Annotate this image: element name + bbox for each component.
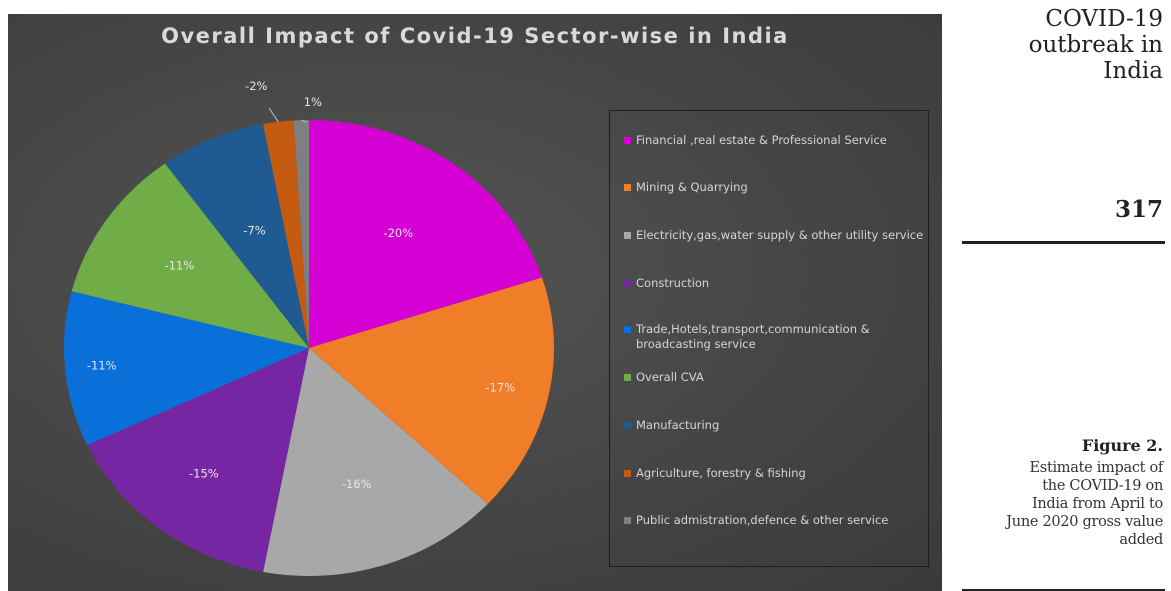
- slice-data-label: -11%: [164, 258, 194, 272]
- legend-item: Manufacturing: [624, 418, 924, 433]
- legend-item: Mining & Quarrying: [624, 180, 924, 195]
- slice-data-label: -2%: [245, 79, 267, 93]
- slice-data-label: 1%: [304, 95, 322, 109]
- legend-swatch: [624, 184, 631, 191]
- legend-swatch: [624, 326, 631, 333]
- caption-line: the COVID-19 on: [1042, 478, 1163, 494]
- slice-data-label: -17%: [485, 380, 515, 394]
- legend-label: Public admistration,defence & other serv…: [636, 513, 889, 527]
- caption-line: India from April to: [1031, 496, 1163, 512]
- caption-line: June 2020 gross value: [1006, 514, 1163, 530]
- divider-rule: [962, 241, 1165, 244]
- pie-slice: [309, 120, 543, 348]
- legend-item: Electricity,gas,water supply & other uti…: [624, 228, 924, 243]
- caption-line: Estimate impact of: [1029, 460, 1164, 476]
- pie-slice: [293, 120, 309, 348]
- side-title-line: COVID-19: [1045, 6, 1163, 32]
- legend-item: Public admistration,defence & other serv…: [624, 513, 924, 528]
- legend-item: Construction: [624, 276, 924, 291]
- figure-label: Figure 2.: [1081, 436, 1163, 455]
- legend-label: Construction: [636, 276, 710, 290]
- pie-slice: [263, 120, 309, 348]
- leader-line: [301, 119, 307, 123]
- side-title-line: India: [1103, 58, 1163, 84]
- chart-panel: Overall Impact of Covid-19 Sector-wise i…: [8, 14, 942, 591]
- legend-swatch: [624, 470, 631, 477]
- slice-data-label: -20%: [383, 226, 413, 240]
- legend-swatch: [624, 422, 631, 429]
- pie-slice: [309, 277, 554, 505]
- legend-item: Trade,Hotels,transport,communication & b…: [624, 322, 924, 352]
- legend: Financial ,real estate & Professional Se…: [609, 110, 929, 567]
- pie-chart: -20% -17% -16% -15% -11% -11% -7% -2% 1%: [64, 79, 554, 576]
- side-title-line: outbreak in: [1028, 32, 1163, 58]
- figure-caption: Estimate impact of the COVID-19 on India…: [953, 459, 1163, 549]
- pie-slice: [263, 348, 488, 576]
- slice-data-label: -15%: [189, 467, 219, 481]
- legend-swatch: [624, 232, 631, 239]
- leader-line: [268, 107, 279, 123]
- legend-swatch: [624, 280, 631, 287]
- legend-item: Financial ,real estate & Professional Se…: [624, 133, 924, 148]
- legend-label: Manufacturing: [636, 418, 720, 432]
- legend-swatch: [624, 374, 631, 381]
- legend-label: Mining & Quarrying: [636, 180, 748, 194]
- legend-swatch: [624, 517, 631, 524]
- pie-slice: [87, 348, 309, 572]
- chart-title: Overall Impact of Covid-19 Sector-wise i…: [161, 24, 789, 48]
- legend-label: Trade,Hotels,transport,communication & b…: [636, 322, 870, 351]
- slice-data-label: -11%: [87, 359, 117, 373]
- legend-label: Electricity,gas,water supply & other uti…: [636, 228, 924, 242]
- pie-slice: [164, 124, 309, 348]
- caption-line: added: [1119, 532, 1163, 548]
- bottom-rule: [962, 589, 1165, 591]
- legend-item: Agriculture, forestry & fishing: [624, 466, 924, 481]
- legend-label: Overall CVA: [636, 370, 704, 384]
- pie-slice: [64, 291, 309, 446]
- side-running-title: COVID-19 outbreak in India: [963, 6, 1163, 84]
- legend-label: Agriculture, forestry & fishing: [636, 466, 806, 480]
- slice-data-label: -16%: [342, 477, 372, 491]
- legend-label: Financial ,real estate & Professional Se…: [636, 133, 887, 147]
- pie-slice: [71, 163, 309, 348]
- legend-swatch: [624, 137, 631, 144]
- page-number: 317: [1114, 196, 1163, 223]
- legend-item: Overall CVA: [624, 370, 924, 385]
- slice-data-label: -7%: [243, 223, 265, 237]
